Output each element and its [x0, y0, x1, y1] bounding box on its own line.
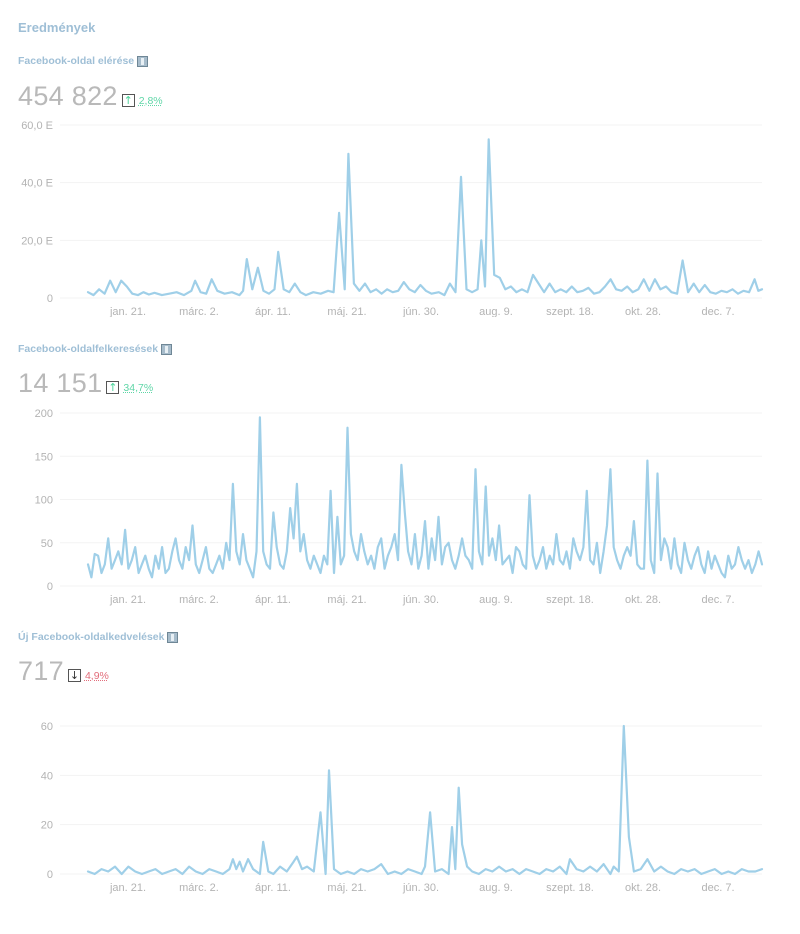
y-tick-label: 40,0 E	[21, 178, 53, 190]
y-tick-label: 60,0 E	[21, 120, 53, 132]
chart-likes: 0 20 40 60 jan. 21. márc. 2. ápr. 11. máj. 21. j…	[41, 721, 764, 894]
x-tick-label: márc. 2.	[179, 882, 219, 894]
metric-label-visits: Facebook-oldalfelkeresések	[18, 343, 173, 355]
x-tick-label: okt. 28.	[625, 306, 661, 317]
x-tick-label: okt. 28.	[625, 882, 661, 894]
series-line[interactable]	[86, 416, 764, 579]
x-tick-label: okt. 28.	[625, 594, 661, 606]
y-tick-label: 20	[41, 820, 53, 832]
x-tick-label: ápr. 11.	[255, 594, 291, 606]
x-tick-label: dec. 7.	[701, 882, 734, 894]
y-tick-label: 200	[35, 408, 53, 420]
x-tick-label: jan. 21.	[109, 882, 146, 894]
y-tick-label: 60	[41, 721, 53, 733]
x-tick-label: jún. 30.	[402, 594, 439, 606]
x-tick-label: dec. 7.	[701, 594, 734, 606]
x-tick-label: szept. 18.	[546, 306, 594, 317]
chart-visits: 0 50 100 150 200 jan. 21. márc. 2. ápr. 11. máj.…	[35, 408, 764, 606]
y-tick-label: 0	[47, 581, 53, 593]
series-line[interactable]	[86, 724, 764, 876]
trend-percent[interactable]: 2,8%	[138, 95, 163, 107]
info-icon[interactable]	[167, 631, 179, 643]
x-tick-label: jan. 21.	[109, 306, 146, 317]
x-tick-label: márc. 2.	[179, 594, 219, 606]
y-tick-label: 50	[41, 538, 53, 550]
x-tick-label: jún. 30.	[402, 306, 439, 317]
x-tick-label: aug. 9.	[479, 594, 513, 606]
info-icon[interactable]	[161, 343, 173, 355]
x-tick-label: dec. 7.	[701, 306, 734, 317]
x-tick-label: szept. 18.	[546, 594, 594, 606]
x-tick-label: aug. 9.	[479, 306, 513, 317]
metric-number: 14 151	[18, 368, 103, 398]
arrow-up-icon: ↑	[106, 381, 120, 394]
series-line[interactable]	[86, 138, 764, 297]
trend-percent[interactable]: 4,9%	[84, 670, 109, 682]
x-tick-label: jan. 21.	[109, 594, 146, 606]
arrow-down-icon: ↓	[67, 669, 81, 682]
arrow-up-icon: ↑	[121, 94, 135, 107]
metric-label-text: Új Facebook-oldalkedvelések	[18, 631, 165, 643]
x-tick-label: máj. 21.	[327, 594, 366, 606]
y-tick-label: 100	[35, 495, 53, 507]
section-title: Eredmények	[18, 20, 96, 35]
metric-number: 454 822	[18, 81, 118, 111]
x-tick-label: aug. 9.	[479, 882, 513, 894]
y-tick-label: 0	[47, 293, 53, 305]
x-tick-label: márc. 2.	[179, 306, 219, 317]
y-tick-label: 150	[35, 451, 53, 463]
metric-number: 717	[18, 656, 64, 686]
metric-value-visits: 14 151 ↑ 34,7%	[18, 369, 153, 397]
info-icon[interactable]	[137, 55, 149, 67]
metric-value-likes: 717 ↓ 4,9%	[18, 657, 109, 685]
x-tick-label: ápr. 11.	[255, 306, 291, 317]
y-tick-label: 40	[41, 770, 53, 782]
y-tick-label: 0	[47, 869, 53, 881]
chart-reach: 0 20,0 E 40,0 E 60,0 E jan. 21. márc. 2. ápr. …	[21, 120, 764, 317]
y-tick-label: 20,0 E	[21, 235, 53, 247]
x-tick-label: jún. 30.	[402, 882, 439, 894]
metric-label-text: Facebook-oldalfelkeresések	[18, 343, 159, 355]
x-tick-label: máj. 21.	[327, 882, 366, 894]
x-tick-label: máj. 21.	[327, 306, 366, 317]
metric-label-reach: Facebook-oldal elérése	[18, 55, 149, 67]
trend-percent[interactable]: 34,7%	[123, 382, 154, 394]
x-tick-label: szept. 18.	[546, 882, 594, 894]
x-tick-label: ápr. 11.	[255, 882, 291, 894]
metric-label-text: Facebook-oldal elérése	[18, 55, 135, 67]
metric-label-likes: Új Facebook-oldalkedvelések	[18, 631, 179, 643]
metric-value-reach: 454 822 ↑ 2,8%	[18, 82, 163, 110]
